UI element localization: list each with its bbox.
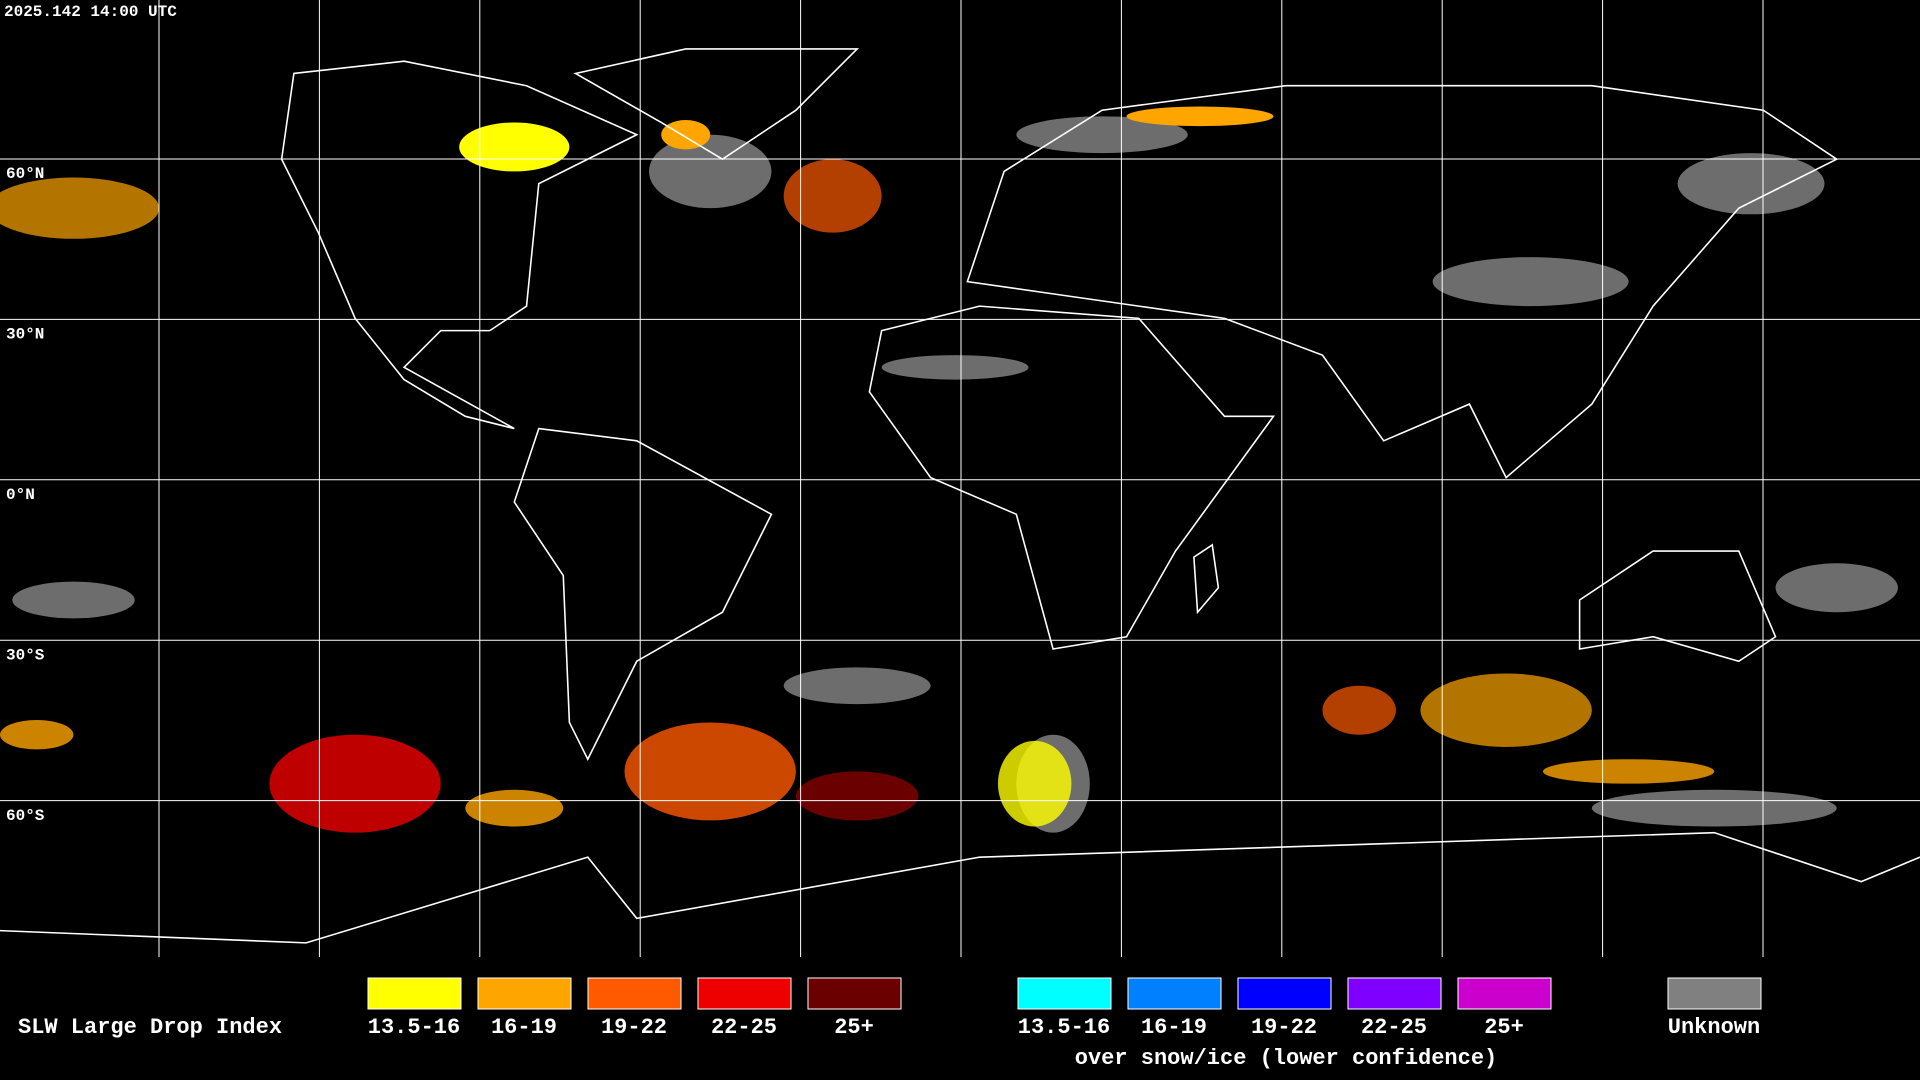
slw-areas [0,106,1715,833]
latitude-label: 60°S [6,807,45,825]
legend-swatch [587,977,682,1010]
latitude-label: 30°S [6,646,45,664]
legend-label: 25+ [834,1015,874,1040]
legend-swatch [1667,977,1762,1010]
latitude-label: 30°N [6,326,44,344]
legend-swatch [1457,977,1552,1010]
legend-swatch [1127,977,1222,1010]
legend-swatch [367,977,462,1010]
legend-panel [0,958,1920,1080]
legend-label: 16-19 [491,1015,557,1040]
legend-label: Unknown [1668,1015,1760,1040]
legend-label: 19-22 [601,1015,667,1040]
legend-label: 13.5-16 [1018,1015,1110,1040]
legend-label: 16-19 [1141,1015,1207,1040]
legend-swatch [1237,977,1332,1010]
legend-swatch [1347,977,1442,1010]
latitude-label: 0°N [6,486,35,504]
legend: 13.5-16 16-19 19-22 22-25 25+ 13.5-16 16-19 19-… [367,977,1762,1040]
map-imagery [0,48,1920,944]
legend-label: 19-22 [1251,1015,1317,1040]
latitude-labels: 60°N 30°N 0°N 30°S 60°S [6,165,45,825]
graticule [0,0,1920,957]
legend-label: 13.5-16 [368,1015,460,1040]
legend-swatch [1017,977,1112,1010]
legend-label: 25+ [1484,1015,1524,1040]
coastlines [0,48,1920,944]
legend-swatch [697,977,792,1010]
legend-title: SLW Large Drop Index [18,1015,282,1040]
legend-label: 22-25 [711,1015,777,1040]
legend-caption: over snow/ice (lower confidence) [1075,1046,1497,1071]
legend-label: 22-25 [1361,1015,1427,1040]
latitude-label: 60°N [6,165,44,183]
legend-swatch [807,977,902,1010]
legend-swatch [477,977,572,1010]
timestamp: 2025.142 14:00 UTC [4,3,177,21]
